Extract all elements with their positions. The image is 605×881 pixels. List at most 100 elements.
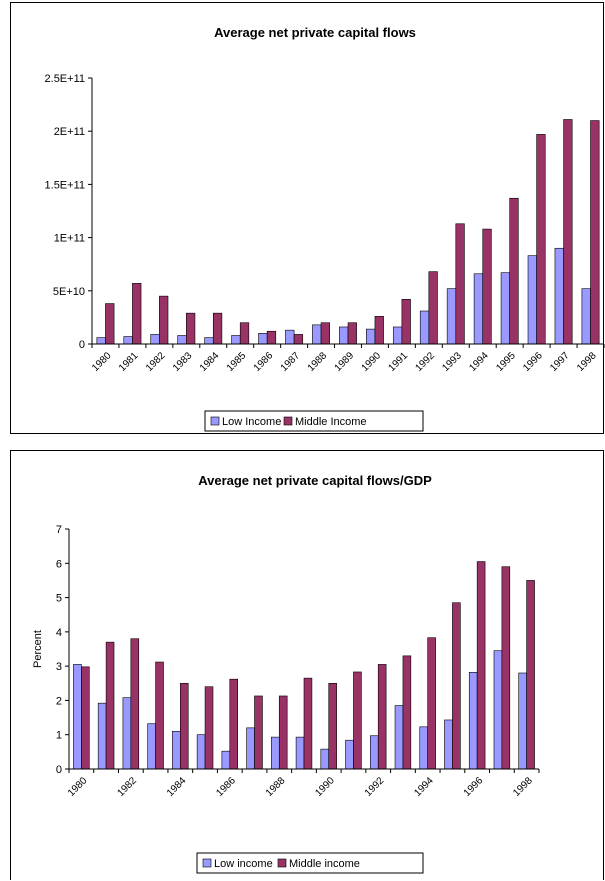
x-tick-label: 1988 xyxy=(306,350,330,374)
legend-label: Middle income xyxy=(289,858,360,870)
bar-middle-income-1998 xyxy=(590,120,600,345)
bar-middle-income-1981 xyxy=(105,641,115,770)
bar-middle-income-1991 xyxy=(353,671,362,770)
bar-middle-income-1993 xyxy=(455,223,465,345)
y-tick-label: 1.5E+11 xyxy=(45,179,85,191)
chart-capital-flows: Average net private capital flows 0 5E+10 1… xyxy=(45,25,605,432)
x-tick-label: 1990 xyxy=(313,775,337,799)
legend-label: Middle Income xyxy=(295,416,367,428)
y-tick-label: 2E+11 xyxy=(54,126,85,138)
bar-low-income-1989 xyxy=(339,326,349,345)
bar-middle-income-1993 xyxy=(402,655,412,770)
bar-low-income-1980 xyxy=(96,337,106,345)
x-tick-label: 1984 xyxy=(198,350,222,374)
bar-middle-income-1991 xyxy=(401,299,411,345)
y-tick-label: 5 xyxy=(56,593,62,605)
x-tick-label: 1996 xyxy=(521,350,545,374)
bar-low-income-1986 xyxy=(221,750,231,770)
y-tick-label: 1E+11 xyxy=(54,233,85,245)
bar-middle-income-1997 xyxy=(501,566,511,770)
bar-middle-income-1985 xyxy=(204,686,214,770)
x-tick-label: 1994 xyxy=(467,350,491,374)
bar-low-income-1997 xyxy=(493,650,503,770)
chart-panel-capital-flows: Average net private capital flows 0 5E+10 1… xyxy=(10,2,605,434)
x-tick-label: 1986 xyxy=(252,350,276,374)
bar-middle-income-1983 xyxy=(186,312,196,345)
x-tick-label: 1980 xyxy=(90,350,114,374)
bar-middle-income-1988 xyxy=(320,322,330,345)
bar-middle-income-1986 xyxy=(229,678,239,770)
bar-middle-income-1989 xyxy=(303,677,313,770)
legend: Low Income Middle Income xyxy=(204,410,424,432)
bar-low-income-1991 xyxy=(345,739,354,770)
x-tick-label: 1985 xyxy=(225,350,249,374)
x-tick-label: 1994 xyxy=(412,775,436,799)
bar-low-income-1984 xyxy=(204,337,214,345)
bar-low-income-1982 xyxy=(122,697,132,770)
bar-middle-income-1995 xyxy=(509,197,519,345)
x-tick-label: 1997 xyxy=(548,350,572,374)
chart-title: Average net private capital flows xyxy=(214,25,416,40)
bar-low-income-1980 xyxy=(73,664,82,770)
bar-middle-income-1988 xyxy=(278,695,288,770)
bar-middle-income-1984 xyxy=(180,682,189,770)
bar-low-income-1985 xyxy=(231,335,241,345)
bar-low-income-1995 xyxy=(500,272,510,345)
bar-middle-income-1981 xyxy=(132,283,142,345)
bar-low-income-1996 xyxy=(527,255,537,345)
legend-swatch xyxy=(202,858,212,868)
bar-middle-income-1992 xyxy=(377,664,387,770)
bar-low-income-1989 xyxy=(295,736,305,770)
bar-low-income-1984 xyxy=(172,730,181,770)
x-tick-label: 1996 xyxy=(462,775,486,799)
legend-box xyxy=(204,410,424,432)
bar-middle-income-1982 xyxy=(130,638,140,770)
y-axis-label: Percent xyxy=(32,630,44,668)
bar-low-income-1992 xyxy=(419,310,430,345)
bar-low-income-1986 xyxy=(258,333,268,345)
y-tick-label: 5E+10 xyxy=(53,286,85,298)
bar-low-income-1995 xyxy=(444,719,453,770)
bar-low-income-1992 xyxy=(369,735,379,770)
legend-box xyxy=(196,852,424,874)
bar-middle-income-1985 xyxy=(239,322,250,345)
bar-low-income-1993 xyxy=(446,288,457,345)
legend-swatch xyxy=(277,858,287,868)
y-tick-label: 0 xyxy=(56,764,62,776)
x-tick-label: 1991 xyxy=(387,350,411,374)
bar-middle-income-1987 xyxy=(254,695,263,770)
x-tick-label: 1993 xyxy=(440,350,464,374)
bar-low-income-1987 xyxy=(246,727,255,770)
chart-capital-flows-gdp: Average net private capital flows/GDP Per… xyxy=(32,473,540,874)
bar-low-income-1993 xyxy=(394,705,404,770)
bar-low-income-1996 xyxy=(468,672,478,770)
bar-middle-income-1980 xyxy=(81,666,90,770)
bar-low-income-1994 xyxy=(473,273,484,345)
bar-low-income-1998 xyxy=(581,288,591,345)
bar-low-income-1994 xyxy=(419,726,428,770)
legend: Low income Middle income xyxy=(196,852,424,874)
legend-label: Low Income xyxy=(222,416,281,428)
bar-middle-income-1982 xyxy=(159,295,169,345)
x-tick-label: 1988 xyxy=(264,775,288,799)
x-tick-label: 1992 xyxy=(363,775,387,799)
bar-middle-income-1983 xyxy=(155,661,164,770)
y-tick-label: 1 xyxy=(56,730,62,742)
y-tick-label: 4 xyxy=(56,627,62,639)
legend-swatch xyxy=(283,416,293,426)
y-tick-label: 7 xyxy=(56,524,62,536)
y-tick-label: 2.5E+11 xyxy=(45,73,85,85)
legend-swatch xyxy=(210,416,220,426)
x-tick-label: 1980 xyxy=(66,775,90,799)
bar-low-income-1983 xyxy=(147,723,156,770)
x-tick-label: 1983 xyxy=(171,350,195,374)
x-tick-label: 1986 xyxy=(214,775,238,799)
bar-middle-income-1986 xyxy=(266,330,277,345)
bar-low-income-1983 xyxy=(177,335,187,345)
chart-panel-capital-flows-gdp: Average net private capital flows/GDP Per… xyxy=(10,450,604,880)
x-tick-label: 1982 xyxy=(144,350,168,374)
x-tick-label: 1990 xyxy=(360,350,384,374)
x-tick-label: 1981 xyxy=(117,350,141,374)
bar-middle-income-1990 xyxy=(374,316,384,345)
bar-low-income-1981 xyxy=(123,336,133,345)
